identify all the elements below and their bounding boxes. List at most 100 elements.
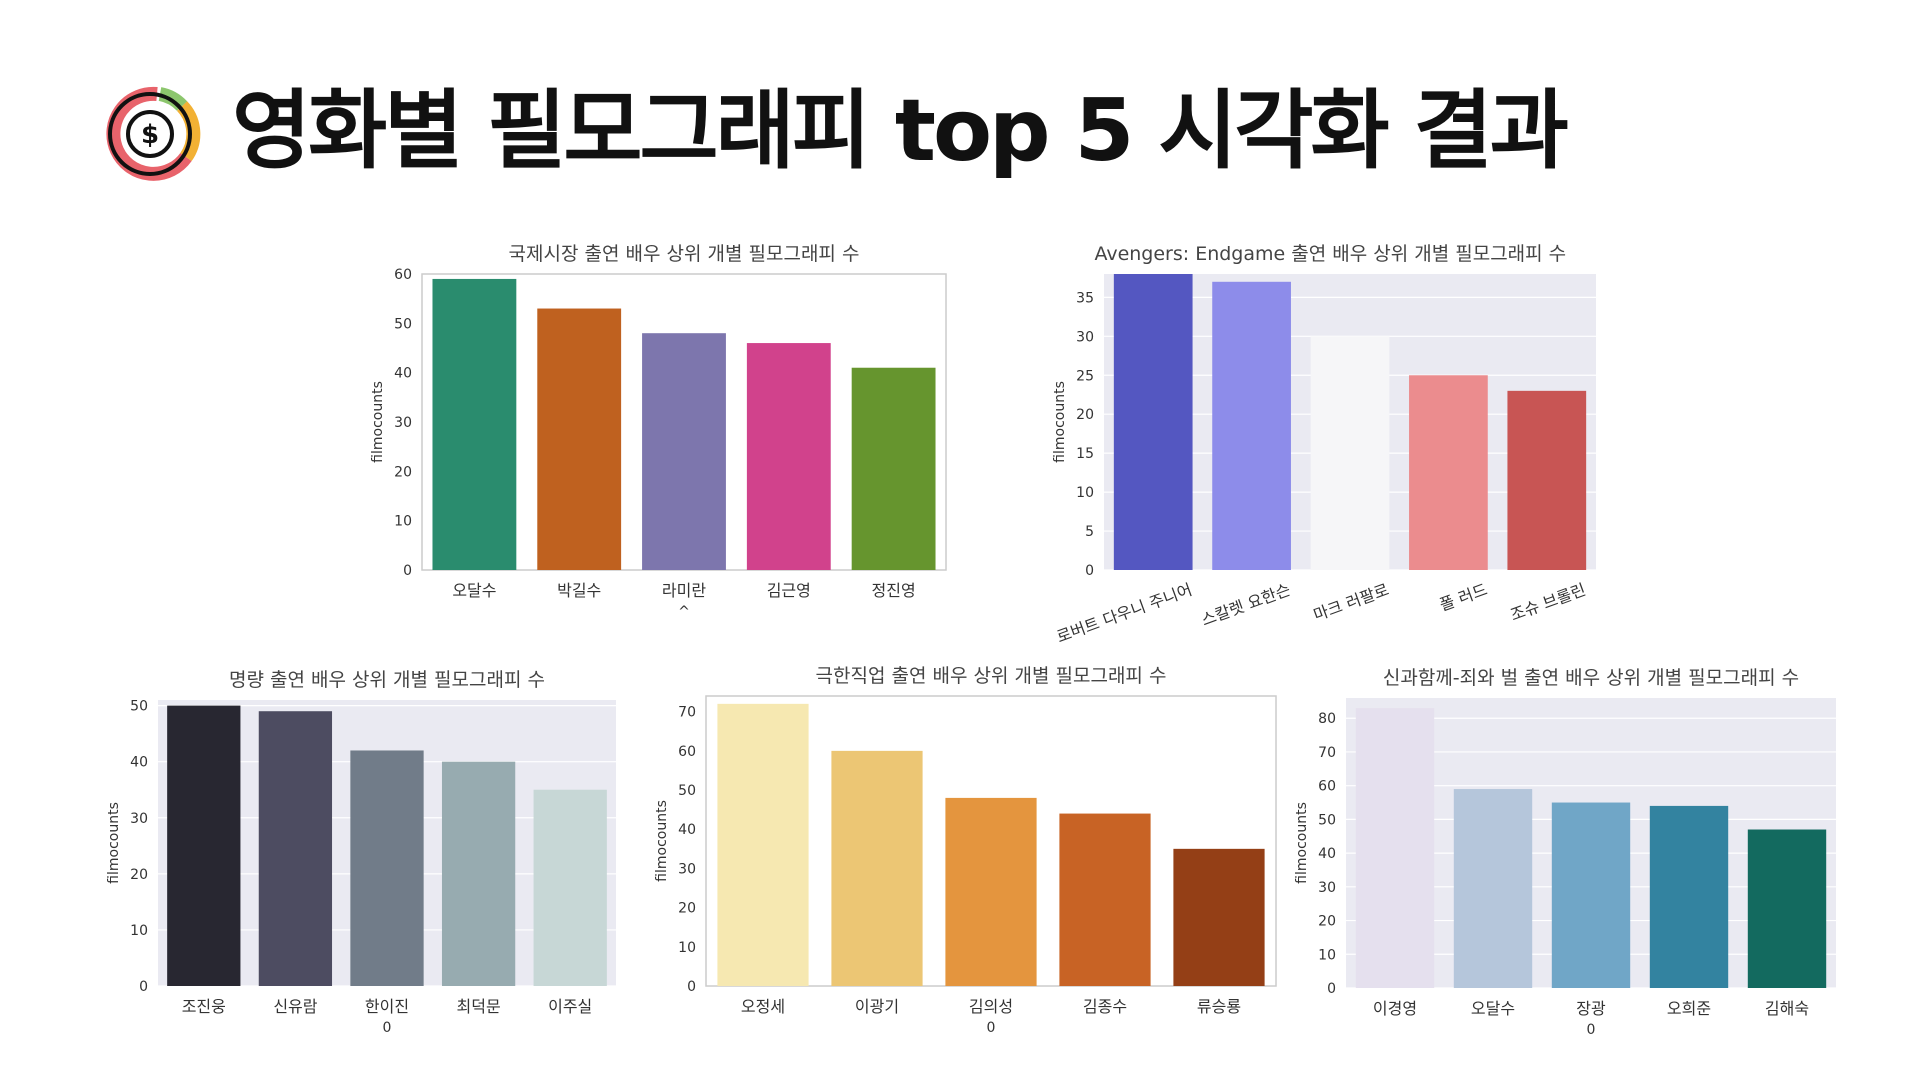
x-tick-label: 김의성 [969, 997, 1013, 1016]
bar [642, 333, 726, 570]
y-tick-label: 40 [678, 822, 696, 838]
bar [746, 343, 831, 570]
bar [432, 278, 517, 570]
bar [258, 711, 333, 986]
x-tick-label: 라미란 [662, 581, 706, 600]
bar [1551, 802, 1631, 988]
chart-svg: 국제시장 출연 배우 상위 개별 필모그래피 수 0 10 20 30 40 50 60 fil… [370, 243, 947, 620]
y-tick-label: 50 [130, 699, 148, 715]
x-tick-label: 오정세 [741, 997, 785, 1016]
x-tick-extra-label: 0 [987, 1020, 996, 1036]
y-tick-label: 20 [1318, 914, 1336, 930]
y-tick-label: 0 [139, 979, 148, 995]
y-tick-label: 10 [678, 940, 696, 956]
pie-chart-dollar-icon: $ [106, 86, 201, 181]
y-tick-label: 0 [1327, 981, 1336, 997]
chart-title: 명량 출연 배우 상위 개별 필모그래피 수 [229, 669, 545, 691]
bar [1355, 708, 1435, 988]
chart-svg: 신과함께-죄와 벌 출연 배우 상위 개별 필모그래피 수 0 10 20 30 40 50… [1294, 667, 1836, 1038]
x-tick-label: 폴 러드 [1437, 580, 1490, 615]
y-tick-label: 10 [394, 514, 412, 530]
bar [831, 750, 923, 986]
chart-avengers-endgame: Avengers: Endgame 출연 배우 상위 개별 필모그래피 수 0 5 1… [1052, 240, 1602, 647]
x-tick-label: 이경영 [1373, 999, 1417, 1018]
bar [537, 308, 622, 570]
y-tick-label: 80 [1318, 711, 1336, 727]
bar [1310, 336, 1390, 570]
y-tick-label: 30 [1318, 880, 1336, 896]
y-tick-label: 0 [687, 979, 696, 995]
y-tick-label: 10 [1076, 485, 1094, 501]
bar [1747, 829, 1827, 988]
bar [1649, 805, 1729, 988]
bar [851, 367, 936, 570]
y-tick-label: 30 [130, 811, 148, 827]
y-tick-label: 50 [394, 316, 412, 332]
y-tick-label: 70 [1318, 745, 1336, 761]
y-tick-label: 35 [1076, 290, 1094, 306]
bar [945, 797, 1037, 986]
bar [441, 761, 516, 986]
x-tick-label: 마크 러팔로 [1311, 580, 1391, 625]
x-tick-label: 신유람 [273, 997, 317, 1016]
x-tick-extra-label: 0 [383, 1020, 392, 1036]
y-axis-label: filmocounts [370, 381, 386, 463]
x-tick-extra-label: ^ [678, 604, 690, 620]
y-tick-label: 30 [678, 861, 696, 877]
x-tick-label: 김해숙 [1765, 999, 1809, 1018]
y-tick-label: 70 [678, 705, 696, 721]
chart-singwahamkke: 신과함께-죄와 벌 출연 배우 상위 개별 필모그래피 수 0 10 20 30 40 50… [1294, 664, 1842, 1044]
y-tick-label: 40 [394, 366, 412, 382]
bar [1173, 848, 1265, 986]
chart-geukhanjigeop: 극한직업 출연 배우 상위 개별 필모그래피 수 0 10 20 30 40 50 60 70 f… [652, 662, 1282, 1052]
chart-gukjesijang: 국제시장 출연 배우 상위 개별 필모그래피 수 0 10 20 30 40 50 60 fil… [362, 240, 952, 640]
bar [1409, 375, 1488, 570]
x-tick-label: 김근영 [767, 581, 811, 600]
bar [1113, 274, 1193, 570]
y-tick-label: 20 [130, 867, 148, 883]
y-tick-label: 15 [1076, 446, 1094, 462]
chart-title: 극한직업 출연 배우 상위 개별 필모그래피 수 [816, 665, 1167, 687]
bar [1212, 281, 1291, 570]
x-tick-label: 최덕문 [457, 997, 501, 1016]
x-tick-extra-label: 0 [1587, 1022, 1596, 1038]
bar [1507, 390, 1587, 570]
y-axis-label: filmocounts [1052, 381, 1068, 463]
chart-title: 국제시장 출연 배우 상위 개별 필모그래피 수 [509, 243, 860, 265]
y-tick-label: 40 [1318, 846, 1336, 862]
y-tick-label: 50 [678, 783, 696, 799]
x-tick-label: 오달수 [1471, 999, 1515, 1018]
y-tick-label: 40 [130, 755, 148, 771]
chart-svg: 명량 출연 배우 상위 개별 필모그래피 수 0 10 20 30 40 50 filmoco… [106, 669, 616, 1036]
y-tick-label: 5 [1085, 524, 1094, 540]
y-tick-label: 20 [394, 464, 412, 480]
chart-svg: Avengers: Endgame 출연 배우 상위 개별 필모그래피 수 0 5 1… [1052, 243, 1596, 647]
chart-svg: 극한직업 출연 배우 상위 개별 필모그래피 수 0 10 20 30 40 50 60 70 f… [654, 665, 1277, 1036]
bar [350, 750, 424, 986]
page-title: 영화별 필모그래피 top 5 시각화 결과 [232, 81, 1569, 181]
chart-title: 신과함께-죄와 벌 출연 배우 상위 개별 필모그래피 수 [1383, 667, 1799, 689]
y-tick-label: 60 [394, 267, 412, 283]
x-tick-label: 장광 [1576, 999, 1606, 1018]
x-tick-label: 김종수 [1083, 997, 1127, 1016]
y-tick-label: 25 [1076, 368, 1094, 384]
x-tick-label: 이광기 [855, 997, 899, 1016]
bar [533, 789, 607, 986]
x-tick-label: 로버트 다우니 주니어 [1054, 580, 1195, 647]
x-tick-label: 한이진 [365, 997, 409, 1016]
bar [167, 705, 241, 986]
bar [717, 703, 809, 986]
y-axis-label: filmocounts [654, 800, 670, 882]
chart-title: Avengers: Endgame 출연 배우 상위 개별 필모그래피 수 [1094, 243, 1566, 265]
x-tick-label: 오희준 [1667, 999, 1711, 1018]
y-tick-label: 10 [130, 923, 148, 939]
x-tick-label: 정진영 [872, 581, 916, 600]
y-tick-label: 0 [1085, 563, 1094, 579]
y-tick-label: 0 [403, 563, 412, 579]
y-tick-label: 30 [1076, 329, 1094, 345]
y-tick-label: 30 [394, 415, 412, 431]
bar [1453, 789, 1533, 988]
x-tick-label: 류승룡 [1197, 997, 1241, 1016]
x-tick-label: 이주실 [548, 997, 592, 1016]
y-tick-label: 10 [1318, 947, 1336, 963]
